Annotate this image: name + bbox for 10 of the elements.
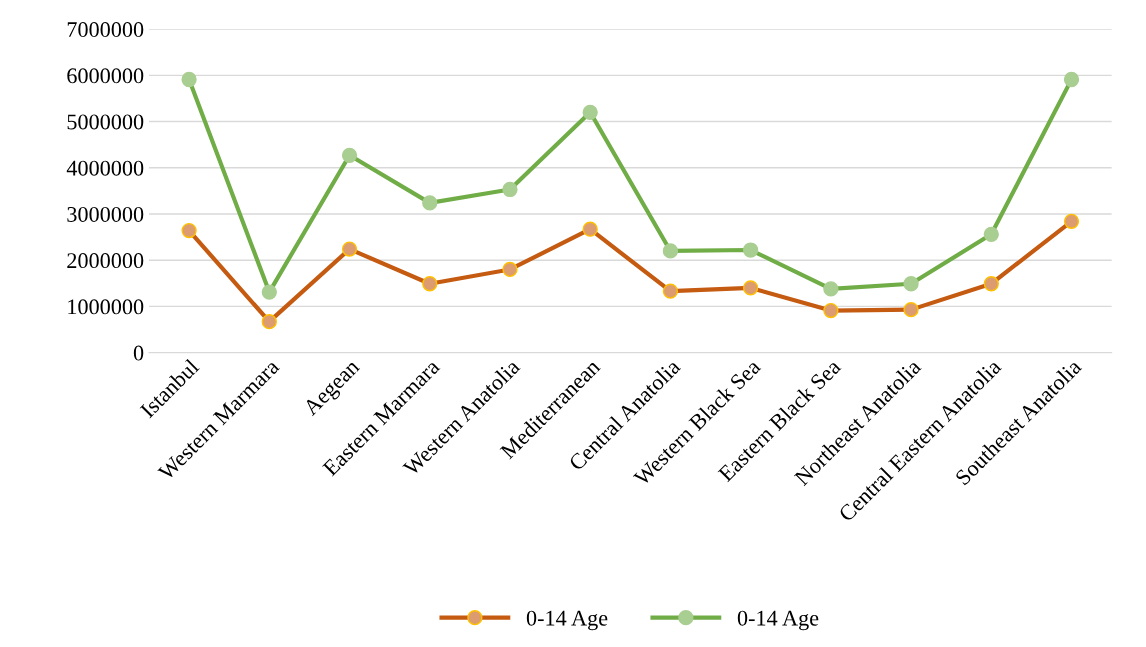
legend-label: 0-14 Age: [737, 610, 819, 631]
y-tick-label: 0: [133, 345, 144, 361]
y-tick-label: 6000000: [67, 68, 144, 84]
y-tick-label: 3000000: [67, 206, 144, 222]
y-tick-label: 7000000: [67, 22, 144, 38]
y-tick-label: 2000000: [67, 253, 144, 269]
legend-label: 0-14 Age: [526, 610, 608, 631]
y-tick-label: 4000000: [66, 160, 144, 176]
y-tick-label: 1000000: [68, 299, 144, 315]
y-tick-label: 5000000: [67, 114, 144, 130]
